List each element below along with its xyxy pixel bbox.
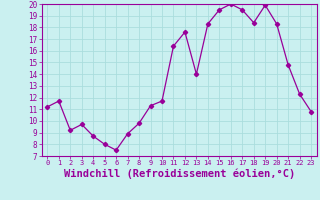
X-axis label: Windchill (Refroidissement éolien,°C): Windchill (Refroidissement éolien,°C) xyxy=(64,169,295,179)
